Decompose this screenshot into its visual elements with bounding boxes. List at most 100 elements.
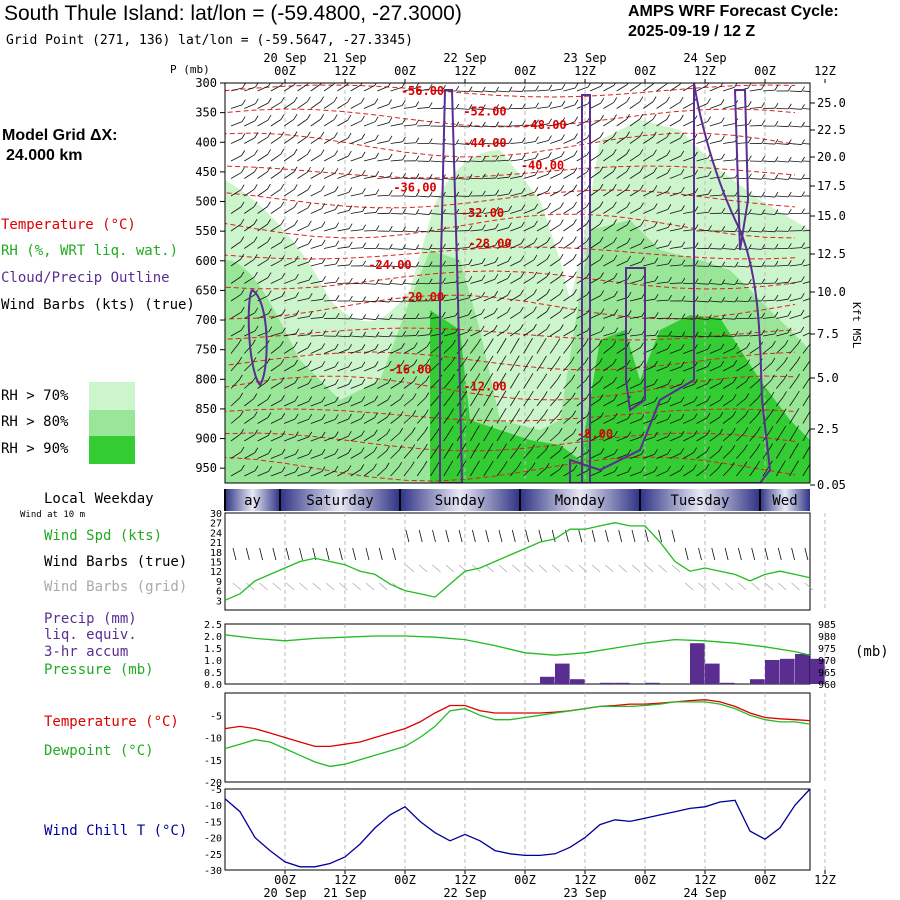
wind-barb — [789, 361, 798, 372]
wind-barb — [310, 348, 322, 354]
wind-barb — [589, 171, 601, 179]
wind-barb-feather — [561, 83, 566, 90]
wind-barb-feather — [293, 96, 298, 103]
precip-bar — [555, 663, 570, 684]
wind-barb-feather — [573, 219, 577, 225]
wind-barb — [509, 395, 517, 407]
wind-barb — [776, 332, 788, 337]
wind-barb-feather — [468, 104, 473, 110]
precip-bar — [750, 679, 765, 684]
wind-barb-feather — [280, 219, 285, 225]
wind-barb-feather — [410, 461, 415, 467]
wind-barb-feather — [666, 150, 671, 156]
wind-barb-feather — [348, 413, 352, 420]
wind-barb-feather — [520, 238, 525, 244]
wind-barb — [589, 313, 602, 319]
wind-barb-feather — [654, 312, 659, 318]
time-tick-top-hour: 12Z — [574, 64, 596, 78]
wind-barb — [244, 154, 255, 162]
wind-barb-feather — [654, 396, 658, 402]
wind-barb — [470, 229, 483, 232]
wind-barb-feather — [556, 356, 561, 362]
wind-barb-feather — [694, 187, 699, 194]
wind-barb-feather — [668, 294, 672, 301]
wind-barb-feather — [361, 361, 366, 368]
wind-barb-feather — [574, 99, 579, 106]
wind-barb-feather — [347, 132, 352, 139]
wind-barb — [603, 241, 614, 249]
wind-barb — [510, 175, 523, 179]
precip-bar — [720, 682, 735, 684]
wind-barb — [350, 211, 363, 214]
wind-barb-feather — [399, 410, 404, 417]
wind-barb-feather — [743, 461, 748, 467]
wind-barb-feather — [254, 465, 259, 471]
wind-barb-feather — [585, 393, 590, 399]
wind-barb — [629, 243, 642, 249]
wind-barb — [736, 466, 745, 477]
wind-barb-feather — [573, 324, 578, 331]
wind-barb-feather — [680, 186, 685, 193]
wind-barb-feather — [240, 428, 245, 435]
y-tick-label: 15 — [210, 558, 222, 569]
wind-barb — [762, 178, 775, 180]
wind-barb-feather — [415, 313, 420, 319]
wind-barb-feather — [761, 244, 766, 250]
wind-barb — [470, 412, 477, 424]
wind-barb-feather — [748, 296, 752, 302]
wind-barb-feather — [639, 184, 644, 191]
wind-barb — [616, 436, 628, 442]
wind-barb-feather — [334, 361, 339, 367]
wind-barb — [749, 346, 760, 354]
grid-wind-barb — [658, 564, 667, 573]
wind-barb-feather — [681, 295, 686, 302]
pressure-tick-label: 400 — [195, 135, 217, 149]
wind-barb-feather — [412, 393, 417, 399]
pressure-tick-label: 550 — [195, 224, 217, 238]
wind-barb-feather — [628, 328, 632, 334]
wind-barb — [457, 280, 469, 284]
wind-barb — [297, 347, 309, 354]
wind-barb — [749, 397, 759, 407]
wind-barb — [656, 83, 667, 92]
wind-barb — [722, 415, 733, 424]
wind-barb — [483, 295, 495, 302]
wind-barb-feather — [694, 278, 699, 284]
wind-barb — [270, 188, 281, 197]
wind-barb-feather — [681, 313, 686, 320]
rh-80-swatch — [89, 410, 135, 436]
wind-barb-feather — [468, 86, 473, 92]
wind-barb-feather — [707, 344, 712, 350]
wind-barb-feather — [774, 156, 779, 163]
pressure-legend-label: Pressure (mb) — [44, 662, 154, 678]
time-tick-bottom-date: 21 Sep — [323, 886, 366, 900]
wind-barb-feather — [477, 338, 481, 345]
wind-barb — [509, 448, 518, 459]
wind-barb-feather — [308, 293, 313, 299]
wind-barb — [616, 118, 627, 127]
wind-barb-feather — [640, 220, 645, 226]
wind-barb-feather — [361, 396, 366, 402]
wind-barb-feather — [254, 166, 258, 173]
wind-barb-feather — [503, 443, 508, 449]
wind-barb-feather — [535, 102, 539, 108]
wind-barb-feather — [267, 201, 271, 207]
wind-barb-feather — [321, 221, 326, 227]
surface-wind-barb — [365, 547, 370, 561]
wind-barb-feather — [529, 337, 533, 344]
wind-barb-feather — [428, 102, 433, 108]
wind-barb — [536, 414, 545, 424]
wind-barb — [789, 430, 797, 442]
wind-barb — [669, 228, 682, 232]
y-tick-label: 21 — [210, 538, 222, 549]
pressure-tick-label: 500 — [195, 195, 217, 209]
wind-barb — [603, 84, 615, 92]
surface-wind-barb — [485, 529, 490, 543]
wind-barb-feather — [748, 226, 752, 233]
wind-barb — [430, 362, 440, 372]
wind-barb-feather — [335, 258, 340, 265]
y-tick-label: 0.5 — [204, 668, 222, 679]
wind-barb — [762, 345, 773, 354]
wind-barb-feather — [402, 154, 406, 161]
wind-barb — [230, 172, 242, 179]
